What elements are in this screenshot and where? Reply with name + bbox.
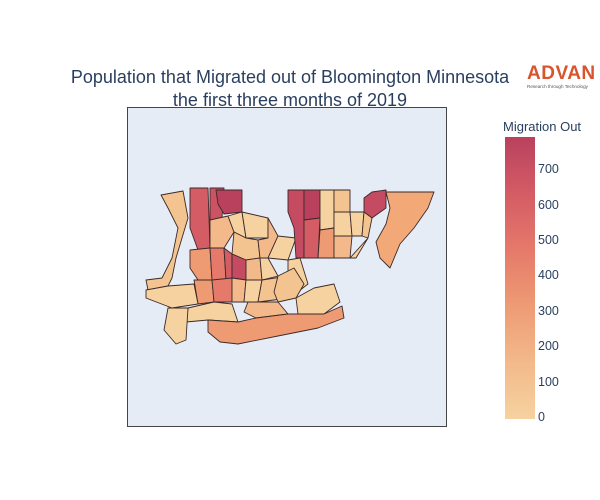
tract-c1 — [189, 247, 213, 281]
chart-title-line1: Population that Migrated out of Blooming… — [70, 67, 510, 87]
choropleth-map — [145, 187, 435, 345]
logo-tagline: Research through Technology — [527, 84, 588, 89]
colorbar-tick-400: 400 — [538, 268, 559, 282]
tract-s6 — [163, 307, 189, 345]
tract-w3 — [215, 189, 243, 215]
colorbar-tick-100: 100 — [538, 375, 559, 389]
tract-e2 — [303, 189, 321, 221]
tract-e12 — [349, 237, 369, 259]
colorbar-tick-500: 500 — [538, 233, 559, 247]
tract-e4 — [319, 189, 335, 231]
colorbar-tick-300: 300 — [538, 304, 559, 318]
colorbar-title: Migration Out — [503, 119, 582, 134]
tract-w7 — [241, 211, 269, 239]
tract-s5 — [207, 305, 345, 345]
tract-west-outer — [145, 190, 189, 291]
colorbar-tick-0: 0 — [538, 410, 545, 424]
tract-c6 — [259, 257, 279, 281]
colorbar-tick-700: 700 — [538, 162, 559, 176]
colorbar-tick-200: 200 — [538, 339, 559, 353]
tract-c2 — [209, 247, 227, 281]
colorbar-tick-600: 600 — [538, 198, 559, 212]
map-plot-area[interactable] — [127, 107, 447, 427]
tract-c5 — [245, 257, 263, 281]
chart-title-line2: the first three months of 2019 — [172, 90, 408, 110]
advan-logo: ADVAN Research through Technology — [527, 64, 597, 90]
colorbar-gradient — [505, 137, 535, 419]
tract-e3 — [303, 217, 321, 259]
tract-e6 — [333, 189, 351, 213]
tract-w4 — [209, 215, 235, 249]
tract-e5 — [317, 227, 335, 259]
tract-east-large — [375, 191, 435, 269]
logo-brand: ADVAN — [527, 63, 596, 84]
tract-w1 — [189, 187, 211, 251]
tract-e8 — [333, 235, 353, 259]
tract-c8 — [211, 277, 233, 303]
tract-e7 — [333, 211, 353, 237]
tract-e10 — [363, 189, 387, 219]
